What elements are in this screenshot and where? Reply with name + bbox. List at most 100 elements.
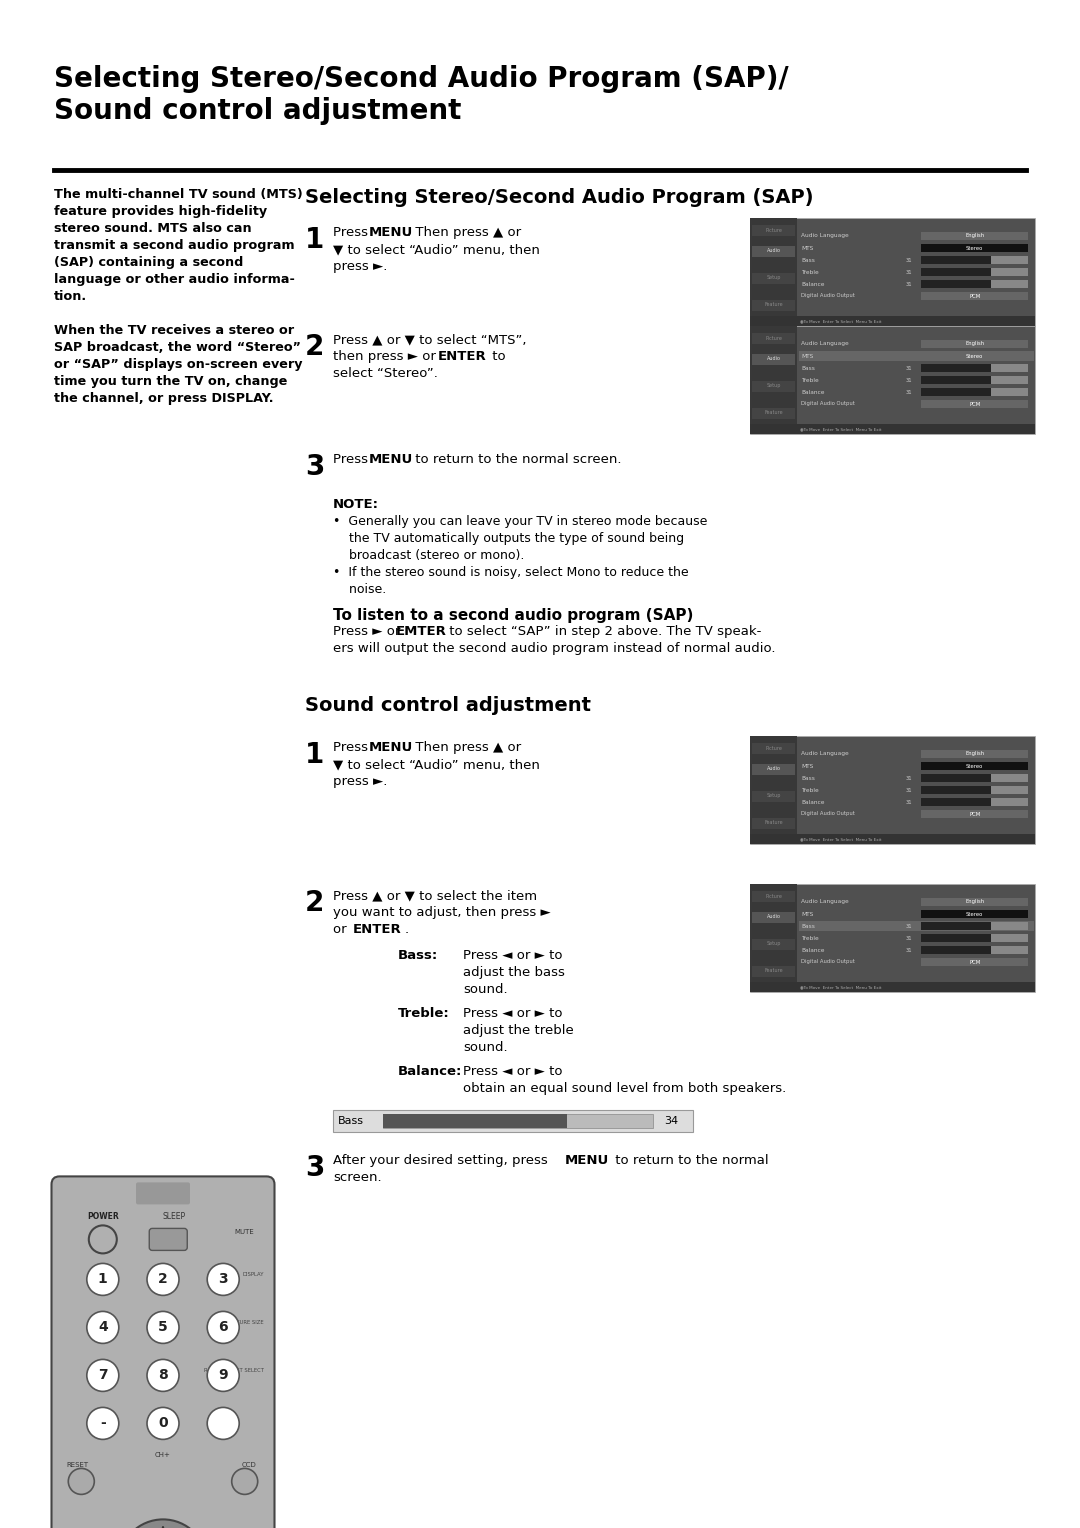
Bar	[921, 244, 1028, 252]
Text: PICTURE SIZE: PICTURE SIZE	[229, 1320, 264, 1325]
Text: Feature: Feature	[765, 969, 783, 973]
Text: stereo sound. MTS also can: stereo sound. MTS also can	[54, 222, 252, 235]
Text: Sound control adjustment: Sound control adjustment	[54, 96, 461, 125]
Text: Stereo: Stereo	[967, 246, 984, 251]
Bar	[799, 399, 1034, 410]
Text: CH+: CH+	[156, 1453, 171, 1458]
Text: Balance: Balance	[801, 947, 824, 952]
Bar	[921, 292, 1028, 299]
Bar	[799, 350, 1034, 362]
Bar	[921, 281, 990, 287]
Bar	[921, 762, 1028, 770]
Bar	[921, 775, 1028, 782]
Bar	[750, 885, 797, 992]
Text: . Then press ▲ or: . Then press ▲ or	[407, 226, 522, 238]
Text: 3: 3	[305, 452, 324, 481]
Bar	[752, 938, 795, 949]
Bar	[799, 374, 1034, 385]
Text: ◉To Move  Enter To Select  Menu To Exit: ◉To Move Enter To Select Menu To Exit	[800, 319, 881, 324]
Text: or: or	[333, 923, 351, 937]
Text: Digital Audio Output: Digital Audio Output	[801, 811, 855, 816]
Text: Bass: Bass	[801, 776, 815, 781]
Text: to select “SAP” in step 2 above. The TV speak-: to select “SAP” in step 2 above. The TV …	[445, 625, 761, 639]
Text: RECALL  INPUT SELECT: RECALL INPUT SELECT	[204, 1368, 264, 1372]
Text: Press ► or: Press ► or	[333, 625, 405, 639]
Text: ▼ to select “Audio” menu, then: ▼ to select “Audio” menu, then	[333, 758, 540, 772]
Bar	[799, 773, 1034, 784]
Bar	[799, 796, 1034, 807]
Bar	[383, 1114, 567, 1128]
Text: Setup: Setup	[767, 941, 781, 946]
Bar	[752, 912, 795, 923]
Circle shape	[119, 1519, 207, 1528]
Text: SAP broadcast, the word “Stereo”: SAP broadcast, the word “Stereo”	[54, 341, 301, 354]
Text: -: -	[100, 1416, 106, 1430]
Circle shape	[207, 1407, 239, 1439]
Text: then press ► or: then press ► or	[333, 350, 441, 364]
Text: 31: 31	[905, 947, 912, 952]
Circle shape	[207, 1311, 239, 1343]
Bar	[799, 920, 1034, 932]
Text: SLEEP: SLEEP	[162, 1212, 186, 1221]
Text: MENU: MENU	[369, 226, 414, 238]
Bar	[799, 957, 1034, 967]
Bar	[333, 1111, 693, 1132]
Bar	[752, 408, 795, 419]
Text: Feature: Feature	[765, 410, 783, 416]
Text: MENU: MENU	[565, 1154, 609, 1167]
Text: PCM: PCM	[969, 293, 981, 298]
Text: Balance: Balance	[801, 281, 824, 287]
Bar	[921, 750, 1028, 758]
Bar	[921, 388, 1028, 396]
Text: adjust the bass: adjust the bass	[463, 966, 565, 979]
Text: Press ◄ or ► to: Press ◄ or ► to	[463, 949, 563, 963]
Bar	[750, 736, 797, 843]
Text: 1: 1	[305, 226, 324, 254]
Text: time you turn the TV on, change: time you turn the TV on, change	[54, 374, 287, 388]
Text: (SAP) containing a second: (SAP) containing a second	[54, 257, 243, 269]
Text: transmit a second audio program: transmit a second audio program	[54, 238, 295, 252]
Text: Digital Audio Output: Digital Audio Output	[801, 402, 855, 406]
Bar	[921, 787, 990, 793]
Text: to return to the normal: to return to the normal	[611, 1154, 769, 1167]
Circle shape	[86, 1360, 119, 1392]
Bar	[799, 387, 1034, 397]
Text: Treble:: Treble:	[399, 1007, 449, 1019]
Text: Press: Press	[333, 226, 373, 238]
Bar	[799, 278, 1034, 289]
Text: ◉To Move  Enter To Select  Menu To Exit: ◉To Move Enter To Select Menu To Exit	[800, 986, 881, 989]
Bar	[921, 351, 1028, 361]
Bar	[921, 775, 990, 782]
Text: ers will output the second audio program instead of normal audio.: ers will output the second audio program…	[333, 642, 775, 656]
Text: Bass: Bass	[801, 923, 815, 929]
Bar	[921, 923, 990, 929]
Text: Audio: Audio	[767, 248, 781, 254]
Text: Press ◄ or ► to: Press ◄ or ► to	[463, 1065, 563, 1077]
Text: the TV automatically outputs the type of sound being: the TV automatically outputs the type of…	[333, 532, 684, 545]
Text: Balance: Balance	[801, 799, 824, 805]
Text: 7: 7	[98, 1369, 108, 1383]
Text: English: English	[966, 341, 984, 347]
Bar	[752, 966, 795, 976]
Text: MENU: MENU	[369, 452, 414, 466]
Text: Stereo: Stereo	[967, 353, 984, 359]
Text: 2: 2	[305, 889, 324, 917]
Text: Audio Language: Audio Language	[801, 234, 849, 238]
Text: Setup: Setup	[767, 275, 781, 280]
Bar	[921, 958, 1028, 966]
Text: English: English	[966, 752, 984, 756]
Text: English: English	[966, 234, 984, 238]
FancyBboxPatch shape	[52, 1177, 274, 1528]
Text: ▼ to select “Audio” menu, then: ▼ to select “Audio” menu, then	[333, 243, 540, 257]
Text: 3: 3	[305, 1154, 324, 1183]
Bar	[921, 269, 990, 275]
Text: Treble: Treble	[801, 377, 819, 382]
Text: CCD: CCD	[242, 1462, 256, 1468]
Bar	[752, 299, 795, 310]
Text: the channel, or press DISPLAY.: the channel, or press DISPLAY.	[54, 393, 273, 405]
Text: to return to the normal screen.: to return to the normal screen.	[411, 452, 621, 466]
Text: 3: 3	[218, 1273, 228, 1287]
Text: press ►.: press ►.	[333, 260, 388, 274]
Bar	[799, 784, 1034, 796]
Bar	[750, 983, 1035, 992]
